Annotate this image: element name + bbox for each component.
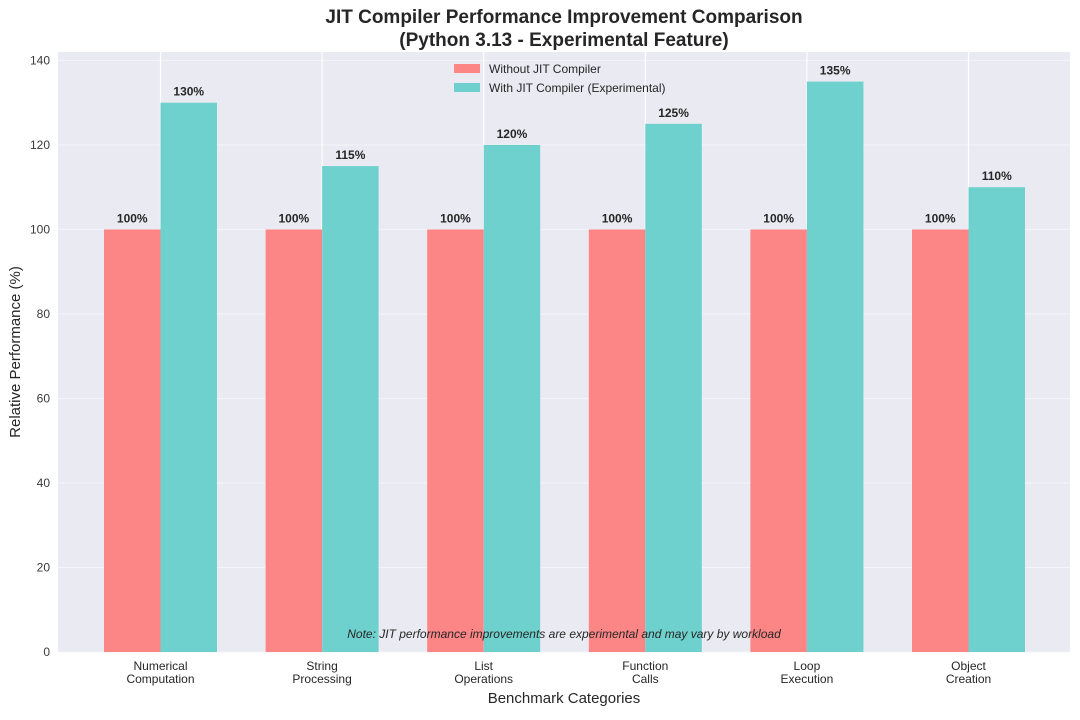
y-tick-label: 80 [37, 307, 51, 321]
y-tick-label: 60 [37, 391, 51, 405]
bar-data-label: 115% [335, 148, 365, 162]
bar-with-jit [160, 102, 217, 652]
bar-without-jit [104, 229, 161, 652]
x-tick-label: Processing [292, 672, 351, 686]
x-tick-label: Loop [794, 659, 821, 673]
x-tick-label: Function [622, 659, 668, 673]
x-tick-label: Execution [781, 672, 834, 686]
bar-data-label: 120% [497, 127, 528, 141]
bar-without-jit [750, 229, 807, 652]
y-axis-label: Relative Performance (%) [7, 266, 24, 438]
y-tick-label: 100 [30, 222, 50, 236]
bar-without-jit [588, 229, 646, 652]
y-tick-label: 140 [30, 53, 50, 67]
annotation-note: Note: JIT performance improvements are e… [347, 627, 781, 641]
legend: Without JIT Compiler With JIT Compiler (… [454, 62, 665, 95]
x-tick-label: Object [951, 659, 986, 673]
y-tick-label: 0 [43, 645, 50, 659]
bar-without-jit [912, 229, 969, 652]
y-tick-label: 20 [37, 560, 51, 574]
legend-swatch-without-jit [454, 64, 480, 73]
bar-data-label: 125% [658, 106, 689, 120]
x-tick-label: Calls [632, 672, 659, 686]
x-tick-label: Operations [454, 672, 513, 686]
bar-data-label: 100% [117, 211, 148, 225]
bar-data-label: 100% [925, 211, 956, 225]
chart-subtitle: (Python 3.13 - Experimental Feature) [399, 30, 728, 51]
bar-data-label: 100% [763, 211, 794, 225]
x-axis-label: Benchmark Categories [488, 690, 641, 707]
bar-without-jit [427, 229, 484, 652]
bar-with-jit [322, 166, 379, 652]
x-tick-label: List [474, 659, 493, 673]
legend-swatch-with-jit [454, 83, 480, 92]
chart-title: JIT Compiler Performance Improvement Com… [325, 7, 802, 28]
bar-without-jit [265, 229, 323, 652]
bar-data-label: 100% [278, 211, 309, 225]
bar-data-label: 100% [602, 211, 633, 225]
bar-with-jit [806, 81, 864, 653]
x-tick-label: Creation [946, 672, 991, 686]
legend-label-without-jit: Without JIT Compiler [489, 62, 601, 76]
x-tick-label: Numerical [133, 659, 187, 673]
bar-data-label: 135% [820, 64, 851, 78]
y-tick-label: 40 [37, 476, 51, 490]
plot-area [58, 52, 1070, 652]
x-tick-label: String [306, 659, 337, 673]
bar-with-jit [645, 123, 702, 652]
x-tick-label: Computation [126, 672, 194, 686]
bar-with-jit [968, 187, 1025, 652]
bar-data-label: 100% [440, 211, 471, 225]
bar-data-label: 110% [982, 169, 1012, 183]
bar-data-label: 130% [173, 85, 204, 99]
bar-with-jit [483, 144, 541, 652]
legend-label-with-jit: With JIT Compiler (Experimental) [489, 81, 665, 95]
y-tick-label: 120 [30, 138, 50, 152]
